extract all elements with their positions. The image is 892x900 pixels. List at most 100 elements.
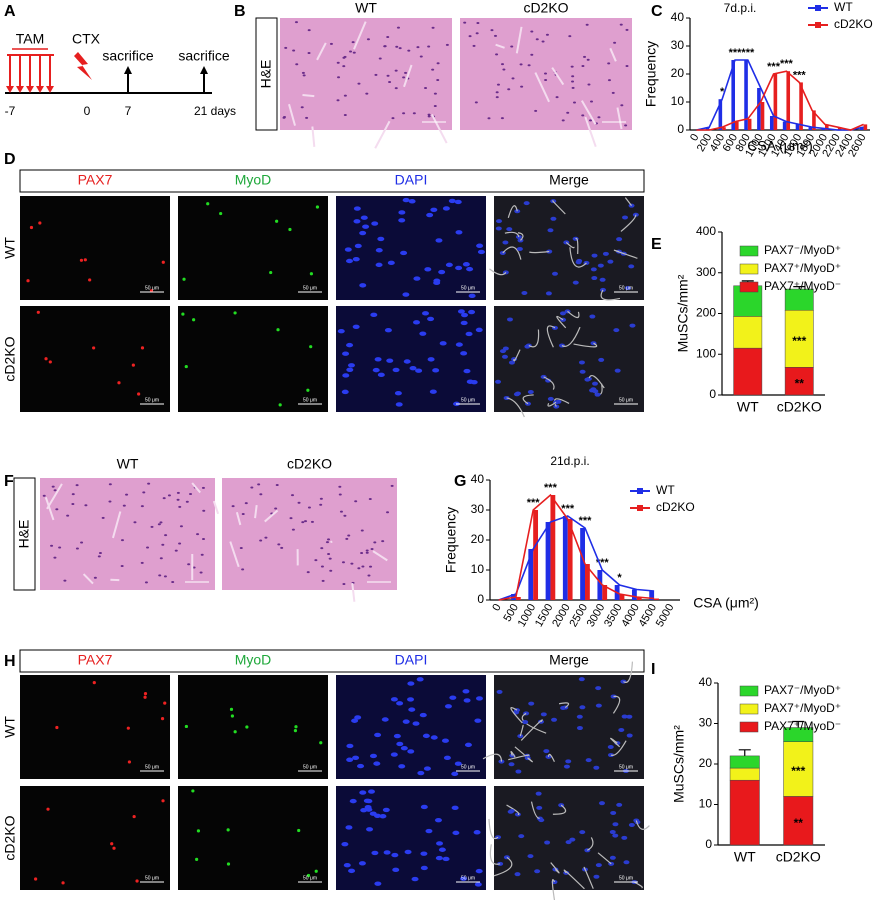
texture <box>475 868 483 874</box>
texture <box>424 267 432 272</box>
texture <box>507 205 518 218</box>
significance: * <box>720 86 725 98</box>
texture <box>66 514 70 517</box>
texture <box>230 714 235 718</box>
bar <box>795 124 800 130</box>
texture <box>361 565 365 568</box>
texture <box>565 840 572 845</box>
texture <box>435 855 443 861</box>
micrograph <box>20 786 170 890</box>
scale-label: 50 μm <box>303 764 317 770</box>
y-axis-label: Frequency <box>643 41 659 107</box>
texture <box>420 804 428 810</box>
texture <box>88 278 92 282</box>
texture <box>127 760 132 764</box>
texture <box>365 549 369 552</box>
texture <box>424 87 428 90</box>
texture <box>519 724 524 737</box>
texture <box>490 29 494 32</box>
texture <box>527 389 534 394</box>
texture <box>161 543 165 546</box>
micrograph <box>280 18 452 130</box>
texture <box>341 389 349 395</box>
bar <box>562 516 568 600</box>
arrow-head <box>16 86 24 93</box>
texture <box>527 64 531 67</box>
texture <box>349 50 353 53</box>
texture <box>563 764 570 769</box>
texture <box>452 830 460 836</box>
texture <box>455 265 463 271</box>
texture <box>593 874 600 879</box>
micrograph <box>178 675 328 779</box>
x-tick-label: WT <box>734 849 756 865</box>
texture <box>569 837 576 842</box>
texture <box>621 835 628 840</box>
texture <box>199 571 203 574</box>
y-tick-label: 20 <box>471 532 485 546</box>
bar-segment <box>729 767 760 781</box>
texture <box>392 367 400 373</box>
texture <box>624 124 628 127</box>
texture <box>583 866 594 889</box>
texture <box>140 561 144 564</box>
texture <box>297 828 301 833</box>
micrograph <box>336 786 486 890</box>
bar <box>580 528 585 600</box>
column-label: cD2KO <box>287 456 332 472</box>
texture <box>541 40 545 43</box>
bar-segment <box>729 779 760 846</box>
texture <box>374 357 382 362</box>
texture <box>179 525 183 528</box>
texture <box>176 498 180 501</box>
texture <box>502 68 506 71</box>
texture <box>320 547 324 550</box>
bar <box>731 60 735 130</box>
bar <box>782 121 787 130</box>
texture <box>500 63 504 66</box>
texture <box>55 508 59 511</box>
texture <box>585 758 592 763</box>
bar <box>528 549 534 600</box>
texture <box>534 109 538 112</box>
texture <box>44 497 55 521</box>
texture <box>407 697 415 702</box>
texture <box>398 210 406 215</box>
texture <box>434 817 442 823</box>
texture <box>320 565 324 568</box>
texture <box>288 103 296 126</box>
texture <box>245 725 249 729</box>
texture <box>233 311 237 315</box>
bar <box>718 99 723 130</box>
significance: ** <box>794 816 804 830</box>
texture <box>150 525 154 528</box>
texture <box>371 850 379 856</box>
arrow-head <box>200 66 208 74</box>
texture <box>337 76 341 79</box>
texture <box>365 92 369 95</box>
texture <box>363 798 371 804</box>
texture <box>330 540 333 544</box>
texture <box>407 49 411 52</box>
texture <box>75 484 79 487</box>
texture <box>616 802 623 807</box>
texture <box>543 749 550 754</box>
texture <box>50 544 54 547</box>
texture <box>350 562 354 565</box>
x-tick-label: 0 <box>688 132 701 143</box>
texture <box>394 390 402 396</box>
texture <box>395 402 403 407</box>
significance: *** <box>527 497 541 509</box>
column-label: cD2KO <box>523 0 568 16</box>
bar-segment <box>783 741 814 797</box>
texture <box>438 269 446 275</box>
column-label: WT <box>355 0 377 16</box>
texture <box>570 65 574 68</box>
texture <box>160 716 165 721</box>
texture <box>495 96 499 99</box>
texture <box>587 83 591 86</box>
texture <box>345 258 353 264</box>
texture <box>495 53 499 56</box>
significance: *** <box>791 764 805 778</box>
y-axis-label: MuSCs/mm² <box>671 725 687 803</box>
